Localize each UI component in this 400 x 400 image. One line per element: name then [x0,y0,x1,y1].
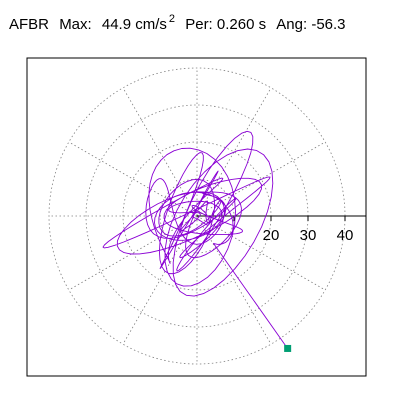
max-value: 44.9 [101,16,132,33]
station-code: AFBR [9,16,50,33]
response-trace [102,130,288,349]
trace-line [102,130,288,349]
angle-label: Ang: [276,16,308,33]
period-label: Per: [185,16,213,33]
ring-tick-labels: 20 30 40 [263,227,354,244]
grid-spoke [196,215,326,291]
grid-spoke [196,215,272,345]
ring-tick-label: 20 [263,227,280,244]
ring-tick-label: 40 [337,227,354,244]
end-marker-group [284,344,292,352]
grid-spoke [196,141,326,217]
grid-spoke [122,87,198,217]
ring-tick-label: 30 [300,227,317,244]
plot-header: AFBR Max: 44.9 cm/s 2 Per: 0.260 s Ang: -… [9,13,346,33]
max-label: Max: [59,16,92,33]
angle-value: -56.3 [311,16,346,33]
grid-spoke [68,141,198,217]
max-unit-exponent: 2 [168,13,176,25]
period-value: 0.260 s [216,16,267,33]
end-marker [284,344,292,352]
max-unit: cm/s [135,16,167,33]
